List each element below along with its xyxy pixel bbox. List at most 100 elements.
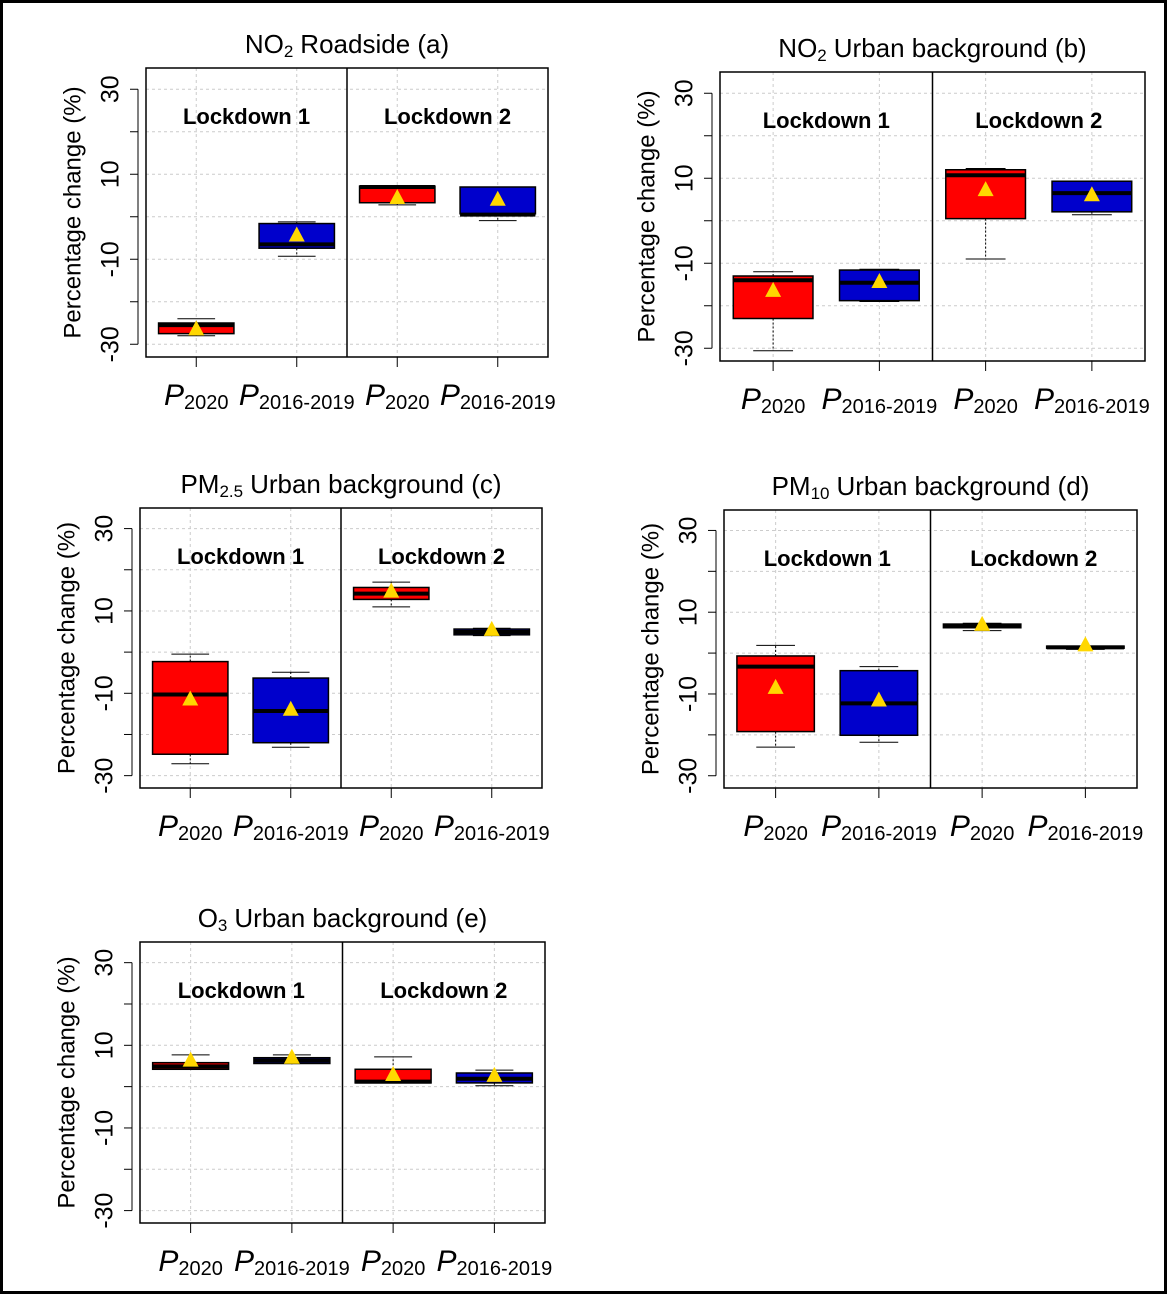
mean-marker <box>1077 636 1094 652</box>
plot-frame <box>139 507 543 789</box>
x-tick-label: P2020 <box>950 810 1015 845</box>
panel: -30 -10 10 30 Percentage change (%) Lockdown … <box>53 903 552 1280</box>
category-subscript: 2016-2019 <box>253 823 349 845</box>
title-rest: Urban background (d) <box>837 471 1090 501</box>
category-subscript: 2020 <box>385 392 430 414</box>
panel: -30 -10 10 30 Percentage change (%) Lockdown … <box>633 33 1149 418</box>
chart-title: O3 Urban background (e) <box>198 903 488 936</box>
group-label: Lockdown 2 <box>378 544 505 569</box>
x-tick-label: P2016-2019 <box>233 810 349 845</box>
mean-marker <box>188 320 205 336</box>
y-axis-label: Percentage change (%) <box>53 956 80 1208</box>
y-tick-label: 10 <box>91 1031 119 1059</box>
category-symbol: P <box>821 810 841 843</box>
category-symbol: P <box>233 810 253 843</box>
x-tick-label: P2016-2019 <box>239 379 355 414</box>
category-symbol: P <box>950 810 970 843</box>
title-subscript: 2 <box>817 46 826 65</box>
x-tick-label: P2020 <box>158 1245 223 1280</box>
mean-marker <box>765 281 782 297</box>
title-main: NO <box>778 33 817 63</box>
chart-title: PM10 Urban background (d) <box>772 471 1090 504</box>
x-tick-label: P2020 <box>953 383 1018 418</box>
category-subscript: 2020 <box>178 1258 223 1280</box>
title-subscript: 2 <box>284 42 293 61</box>
y-tick-label: 10 <box>91 597 119 625</box>
x-tick-label: P2020 <box>365 379 430 414</box>
category-subscript: 2016-2019 <box>1048 823 1144 845</box>
title-rest: Urban background (c) <box>250 469 501 499</box>
y-axis-label: Percentage change (%) <box>59 86 86 338</box>
mean-marker <box>383 582 400 598</box>
group-label: Lockdown 1 <box>177 544 304 569</box>
mean-marker <box>483 620 500 636</box>
category-symbol: P <box>158 810 178 843</box>
x-tick-label: P2016-2019 <box>234 1245 350 1280</box>
category-subscript: 2016-2019 <box>454 823 550 845</box>
title-main: PM <box>180 469 219 499</box>
panel: -30 -10 10 30 Percentage change (%) Lockdown … <box>53 469 549 845</box>
group-label: Lockdown 1 <box>183 104 310 129</box>
category-subscript: 2016-2019 <box>457 1258 553 1280</box>
category-symbol: P <box>437 1245 457 1278</box>
y-tick-label: -30 <box>91 758 119 794</box>
x-tick-label: P2016-2019 <box>437 1245 553 1280</box>
category-subscript: 2016-2019 <box>842 396 938 418</box>
mean-marker <box>389 189 406 205</box>
x-tick-label: P2020 <box>741 383 806 418</box>
category-subscript: 2020 <box>973 396 1018 418</box>
plot-frame <box>723 509 1138 789</box>
mean-marker <box>870 691 887 707</box>
category-symbol: P <box>158 1245 178 1278</box>
category-subscript: 2020 <box>184 392 229 414</box>
group-label: Lockdown 1 <box>764 546 891 571</box>
category-symbol: P <box>953 383 973 416</box>
group-label: Lockdown 2 <box>380 978 507 1003</box>
x-tick-label: P2020 <box>361 1245 426 1280</box>
y-tick-label: 10 <box>97 160 125 188</box>
y-tick-label: -30 <box>671 330 699 366</box>
group-label: Lockdown 2 <box>970 546 1097 571</box>
y-axis-label: Percentage change (%) <box>633 90 660 342</box>
chart-title: NO2 Urban background (b) <box>778 33 1086 66</box>
mean-marker <box>182 1051 199 1067</box>
x-tick-label: P2020 <box>359 810 424 845</box>
category-subscript: 2020 <box>970 823 1015 845</box>
y-tick-label: -10 <box>675 676 703 712</box>
y-tick-label: -30 <box>97 326 125 362</box>
category-symbol: P <box>434 810 454 843</box>
category-subscript: 2016-2019 <box>254 1258 350 1280</box>
mean-marker <box>489 190 506 206</box>
category-symbol: P <box>743 810 763 843</box>
title-subscript: 3 <box>218 916 227 935</box>
category-symbol: P <box>440 379 460 412</box>
title-main: NO <box>245 29 284 59</box>
category-symbol: P <box>1028 810 1048 843</box>
box <box>151 660 229 755</box>
title-main: O <box>198 903 218 933</box>
category-subscript: 2020 <box>763 823 808 845</box>
y-tick-label: -10 <box>91 675 119 711</box>
y-tick-label: 30 <box>675 517 703 545</box>
x-tick-label: P2016-2019 <box>1034 383 1150 418</box>
plot-frame <box>145 67 549 358</box>
y-tick-label: 10 <box>675 598 703 626</box>
mean-marker <box>182 690 199 706</box>
mean-marker <box>1083 186 1100 202</box>
category-symbol: P <box>234 1245 254 1278</box>
mean-marker <box>288 226 305 242</box>
title-rest: Roadside (a) <box>300 29 449 59</box>
plot-frame <box>139 941 546 1224</box>
category-symbol: P <box>359 810 379 843</box>
chart-title: NO2 Roadside (a) <box>245 29 449 62</box>
y-tick-label: -30 <box>675 758 703 794</box>
y-tick-label: 30 <box>91 949 119 977</box>
x-tick-label: P2020 <box>158 810 223 845</box>
y-tick-label: 10 <box>671 164 699 192</box>
y-tick-label: -30 <box>91 1193 119 1229</box>
category-subscript: 2020 <box>761 396 806 418</box>
category-subscript: 2016-2019 <box>460 392 556 414</box>
x-tick-label: P2016-2019 <box>434 810 550 845</box>
category-subscript: 2020 <box>178 823 223 845</box>
